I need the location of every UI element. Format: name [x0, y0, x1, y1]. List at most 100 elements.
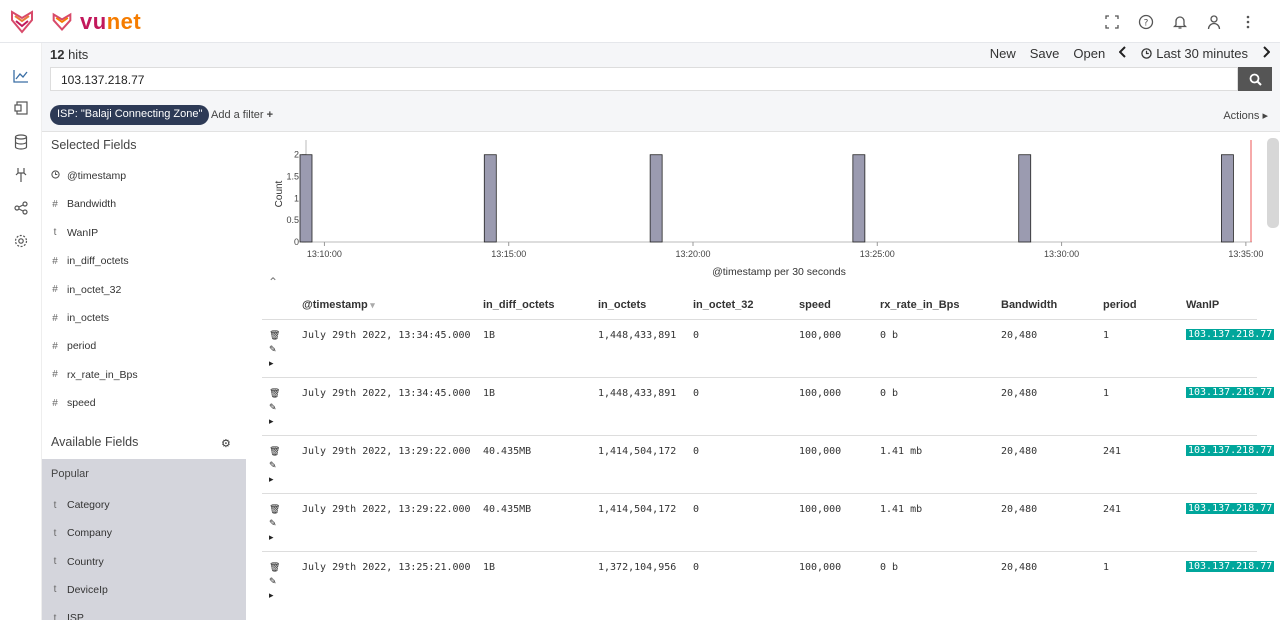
help-icon[interactable]: ?	[1136, 12, 1156, 32]
table-cell: 40.435MB	[483, 504, 532, 515]
table-cell: 1	[1103, 562, 1110, 573]
available-field-item[interactable]: t Country	[51, 556, 104, 568]
available-field-item[interactable]: t Company	[51, 527, 112, 539]
field-type-icon: t	[53, 527, 57, 539]
available-field-item[interactable]: t Category	[51, 499, 110, 511]
time-range-picker[interactable]: Last 30 minutes	[1141, 46, 1248, 61]
edit-icon[interactable]: ✎	[269, 460, 277, 470]
wanip-value: 103.137.218.77	[1186, 329, 1275, 340]
tools-icon[interactable]	[11, 165, 31, 185]
column-header-rx-rate-in-bps[interactable]: rx_rate_in_Bps	[880, 299, 960, 311]
table-cell: 40.435MB	[483, 446, 532, 457]
table-cell: 100,000	[799, 330, 842, 341]
more-vertical-icon[interactable]	[1238, 12, 1258, 32]
filter-pill-isp[interactable]: ISP: "Balaji Connecting Zone"	[50, 105, 210, 125]
selected-field-item[interactable]: t WanIP	[51, 227, 99, 239]
search-input[interactable]: 103.137.218.77	[50, 67, 1238, 91]
delete-icon[interactable]: 🗑	[269, 330, 281, 340]
reports-icon[interactable]	[11, 99, 31, 119]
edit-icon[interactable]: ✎	[269, 402, 277, 412]
collapse-chart-icon[interactable]: ⌃	[268, 275, 279, 289]
histogram-bar	[852, 154, 866, 243]
y-tick-label: 0.5	[286, 215, 299, 225]
selected-field-item[interactable]: # period	[51, 340, 96, 352]
hits-count: 12 hits	[50, 47, 89, 62]
vunet-shield-icon[interactable]	[10, 10, 34, 34]
selected-field-item[interactable]: # in_octet_32	[51, 284, 121, 296]
time-forward-button[interactable]	[1262, 46, 1271, 61]
y-tick-label: 2	[294, 150, 299, 160]
column-header-in-octets[interactable]: in_octets	[598, 299, 647, 311]
field-settings-gear-icon[interactable]: ⚙	[221, 438, 231, 450]
table-row: 🗑 ✎ ▸ July 29th 2022, 13:29:22.000 40.435MB 1…	[262, 435, 1275, 493]
delete-icon[interactable]: 🗑	[269, 388, 281, 398]
open-button[interactable]: Open	[1073, 46, 1106, 61]
delete-icon[interactable]: 🗑	[269, 562, 281, 572]
column-header-wanip[interactable]: WanIP	[1186, 299, 1220, 311]
edit-icon[interactable]: ✎	[269, 344, 277, 354]
selected-field-name: in_diff_octets	[67, 255, 129, 268]
row-actions: 🗑 ✎ ▸	[269, 444, 281, 486]
search-icon	[1249, 73, 1262, 86]
table-cell: 0 b	[880, 388, 899, 399]
brand[interactable]: vunet	[52, 9, 141, 35]
delete-icon[interactable]: 🗑	[269, 504, 281, 514]
selected-field-item[interactable]: # rx_rate_in_Bps	[51, 369, 137, 381]
new-button[interactable]: New	[989, 46, 1016, 61]
share-icon[interactable]	[11, 198, 31, 218]
expand-caret-icon[interactable]: ▸	[269, 590, 274, 600]
available-field-item[interactable]: t DeviceIp	[51, 584, 108, 596]
field-type-icon: #	[52, 369, 58, 381]
column-header-speed[interactable]: speed	[799, 299, 831, 311]
settings-gear-icon[interactable]	[11, 231, 31, 251]
actions-menu[interactable]: Actions ▸	[1223, 109, 1268, 122]
table-row: 🗑 ✎ ▸ July 29th 2022, 13:29:22.000 40.435MB 1…	[262, 493, 1275, 551]
save-button[interactable]: Save	[1029, 46, 1060, 61]
selected-field-item[interactable]: # speed	[51, 397, 95, 409]
table-cell: 20,480	[1001, 562, 1038, 573]
field-type-icon: #	[52, 255, 58, 267]
edit-icon[interactable]: ✎	[269, 576, 277, 586]
column-header-bandwidth[interactable]: Bandwidth	[1001, 299, 1058, 311]
wanip-cell: 103.137.218.77	[1186, 444, 1275, 458]
x-axis-label: @timestamp per 30 seconds	[712, 266, 846, 278]
selected-field-item[interactable]: @timestamp	[51, 170, 126, 182]
database-icon[interactable]	[11, 132, 31, 152]
user-icon[interactable]	[1204, 12, 1224, 32]
column-header--timestamp[interactable]: @timestamp ▾	[302, 299, 375, 311]
selected-field-item[interactable]: # Bandwidth	[51, 198, 116, 210]
expand-caret-icon[interactable]: ▸	[269, 358, 274, 368]
table-cell: 100,000	[799, 388, 842, 399]
row-actions: 🗑 ✎ ▸	[269, 328, 281, 370]
add-filter-button[interactable]: Add a filter +	[211, 109, 273, 121]
available-field-name: Category	[67, 499, 110, 511]
selected-field-item[interactable]: # in_octets	[51, 312, 109, 324]
expand-caret-icon[interactable]: ▸	[269, 416, 274, 426]
add-filter-label: Add a filter	[211, 109, 264, 121]
chart-line-icon[interactable]	[11, 66, 31, 86]
column-header-in-diff-octets[interactable]: in_diff_octets	[483, 299, 555, 311]
scrollbar[interactable]	[1267, 138, 1279, 228]
edit-icon[interactable]: ✎	[269, 518, 277, 528]
delete-icon[interactable]: 🗑	[269, 446, 281, 456]
search-button[interactable]	[1238, 67, 1272, 91]
row-actions: 🗑 ✎ ▸	[269, 386, 281, 428]
expand-caret-icon[interactable]: ▸	[269, 474, 274, 484]
available-field-item[interactable]: t ISP	[51, 612, 84, 620]
x-tick-label: 13:25:00	[860, 249, 895, 259]
available-field-name: DeviceIp	[67, 583, 108, 596]
selected-field-item[interactable]: # in_diff_octets	[51, 255, 129, 268]
field-type-icon: #	[52, 312, 58, 324]
column-header-in-octet-32[interactable]: in_octet_32	[693, 299, 754, 311]
table-cell: 1.41 mb	[880, 504, 923, 515]
field-type-icon: #	[52, 198, 58, 210]
column-header-period[interactable]: period	[1103, 299, 1137, 311]
sort-caret-icon[interactable]: ▾	[367, 300, 375, 310]
bell-icon[interactable]	[1170, 12, 1190, 32]
time-back-button[interactable]	[1118, 46, 1127, 61]
table-cell: 1B	[483, 388, 496, 399]
available-field-name: Country	[67, 555, 104, 568]
fullscreen-icon[interactable]	[1102, 12, 1122, 32]
expand-caret-icon[interactable]: ▸	[269, 532, 274, 542]
